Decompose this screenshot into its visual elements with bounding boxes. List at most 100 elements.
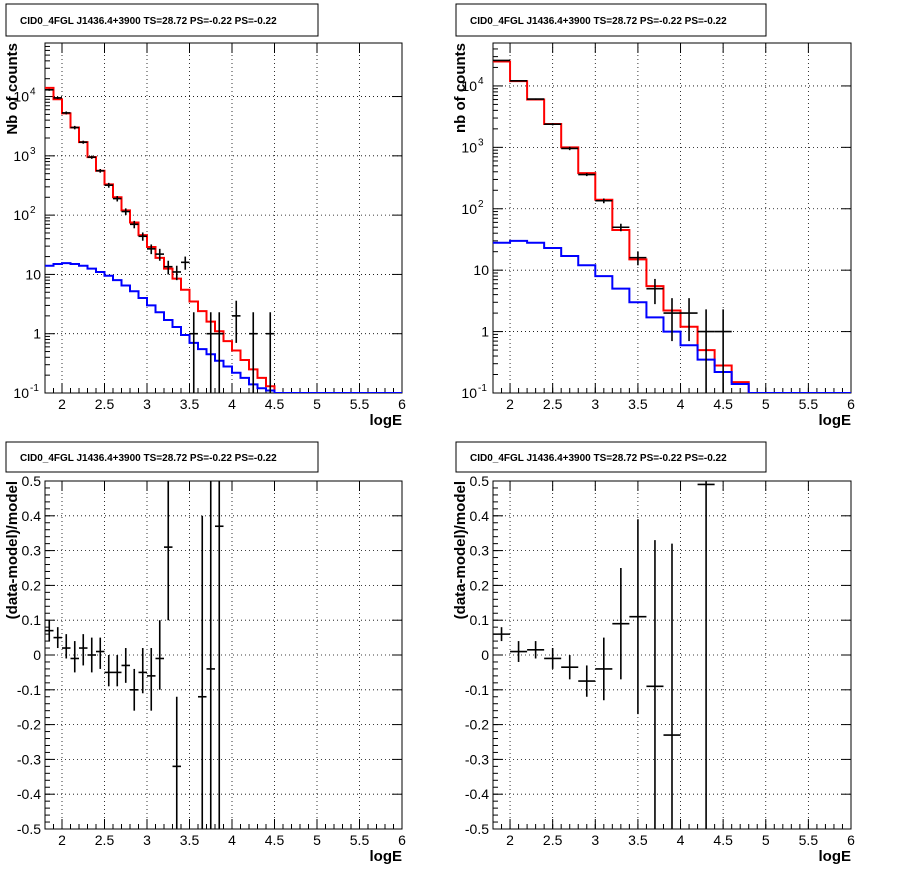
chart-title-box [5, 441, 319, 473]
x-tick-label: 3.5 [628, 832, 648, 848]
x-tick-label: 3.5 [180, 396, 200, 412]
y-tick-label-exponent: -1 [30, 383, 39, 394]
y-tick-label: 10 [461, 139, 477, 155]
x-tick-label: 2 [58, 832, 66, 848]
x-tick-label: 3 [143, 396, 151, 412]
y-tick-label: -0.4 [17, 786, 41, 802]
chart-title: CID0_4FGL J1436.4+3900 TS=28.72 PS=-0.22… [20, 453, 277, 464]
y-tick-label: 10 [13, 89, 29, 105]
y-tick-label: -0.1 [465, 682, 489, 698]
y-tick-label: -0.5 [17, 821, 41, 837]
chart-title: CID0_4FGL J1436.4+3900 TS=28.72 PS=-0.22… [470, 16, 727, 27]
y-tick-label: -0.2 [17, 717, 41, 733]
y-tick-label-exponent: -1 [478, 383, 487, 394]
x-tick-label: 4.5 [713, 396, 733, 412]
x-tick-label: 6 [398, 396, 406, 412]
y-tick-label: 0 [481, 647, 489, 663]
y-tick-label-exponent: 4 [30, 87, 36, 98]
y-tick-label: 0.1 [22, 612, 42, 628]
x-axis-label: logE [819, 412, 852, 429]
y-tick-label: 0.3 [470, 543, 490, 559]
chart-panel-top-right: CID0_4FGL J1436.4+3900 TS=28.72 PS=-0.22… [452, 3, 855, 429]
y-axis-label: nb of counts [452, 43, 469, 133]
y-tick-label-exponent: 3 [478, 137, 484, 148]
x-tick-label: 5.5 [799, 396, 819, 412]
background-model-line [493, 239, 851, 393]
plot-area [45, 481, 224, 829]
y-tick-label: -0.2 [465, 717, 489, 733]
plot-area [493, 481, 715, 829]
total-model-line [493, 60, 851, 393]
plot-area [45, 86, 402, 393]
chart-title: CID0_4FGL J1436.4+3900 TS=28.72 PS=-0.22… [20, 16, 277, 27]
x-tick-label: 2.5 [95, 832, 115, 848]
y-tick-label-exponent: 4 [478, 76, 484, 87]
y-tick-label: 10 [13, 385, 29, 401]
x-tick-label: 2 [58, 396, 66, 412]
x-tick-label: 5.5 [350, 832, 370, 848]
y-tick-label: -0.1 [17, 682, 41, 698]
x-tick-label: 2 [506, 396, 514, 412]
plot-frame [44, 480, 403, 830]
y-tick-label: -0.5 [465, 821, 489, 837]
x-tick-label: 4.5 [713, 832, 733, 848]
x-tick-label: 6 [398, 832, 406, 848]
chart-title-box [455, 3, 767, 37]
x-tick-label: 3.5 [180, 832, 200, 848]
x-tick-label: 4.5 [265, 832, 285, 848]
y-tick-label-exponent: 2 [478, 199, 484, 210]
y-tick-label: 1 [481, 324, 489, 340]
background-model-line [45, 262, 402, 393]
y-tick-label: 0.4 [22, 508, 42, 524]
y-tick-label: 10 [461, 201, 477, 217]
x-axis-label: logE [819, 848, 852, 865]
x-tick-label: 4.5 [265, 396, 285, 412]
y-tick-label: -0.4 [465, 786, 489, 802]
x-tick-label: 4 [677, 396, 685, 412]
y-tick-label: 1 [33, 326, 41, 342]
y-tick-label: 0.3 [22, 543, 42, 559]
y-tick-label: -0.3 [465, 751, 489, 767]
x-tick-label: 2.5 [543, 832, 563, 848]
x-tick-label: 4 [677, 832, 685, 848]
x-tick-label: 2.5 [543, 396, 563, 412]
x-axis-label: logE [370, 412, 403, 429]
y-tick-label: 0.5 [470, 473, 490, 489]
y-axis-label: (data-model)/model [452, 481, 469, 619]
y-tick-label-exponent: 3 [30, 146, 36, 157]
x-tick-label: 5 [313, 832, 321, 848]
x-axis-label: logE [370, 848, 403, 865]
x-tick-label: 6 [847, 832, 855, 848]
x-tick-label: 6 [847, 396, 855, 412]
chart-panel-bottom-left: CID0_4FGL J1436.4+3900 TS=28.72 PS=-0.22… [4, 441, 406, 865]
chart-title-box [455, 441, 767, 473]
total-model-line [45, 86, 402, 393]
x-tick-label: 5.5 [799, 832, 819, 848]
x-tick-label: 2 [506, 832, 514, 848]
x-tick-label: 3 [591, 832, 599, 848]
y-tick-label: 0 [33, 647, 41, 663]
x-tick-label: 2.5 [95, 396, 115, 412]
y-tick-label-exponent: 2 [30, 205, 36, 216]
y-tick-label: 10 [13, 207, 29, 223]
y-tick-label: 10 [25, 266, 41, 282]
x-tick-label: 3.5 [628, 396, 648, 412]
y-tick-label: 10 [461, 78, 477, 94]
chart-title: CID0_4FGL J1436.4+3900 TS=28.72 PS=-0.22… [470, 453, 727, 464]
y-tick-label: 0.2 [470, 577, 490, 593]
x-tick-label: 5 [313, 396, 321, 412]
chart-panel-bottom-right: CID0_4FGL J1436.4+3900 TS=28.72 PS=-0.22… [452, 441, 855, 865]
y-tick-label: 10 [461, 385, 477, 401]
x-tick-label: 4 [228, 832, 236, 848]
y-tick-label: 10 [13, 148, 29, 164]
y-tick-label: 0.4 [470, 508, 490, 524]
x-tick-label: 4 [228, 396, 236, 412]
chart-title-box [5, 3, 319, 37]
x-tick-label: 3 [143, 832, 151, 848]
y-tick-label: 0.5 [22, 473, 42, 489]
y-tick-label: 0.1 [470, 612, 490, 628]
plot-area [493, 59, 851, 393]
x-tick-label: 3 [591, 396, 599, 412]
y-axis-label: Nb of counts [4, 43, 21, 135]
